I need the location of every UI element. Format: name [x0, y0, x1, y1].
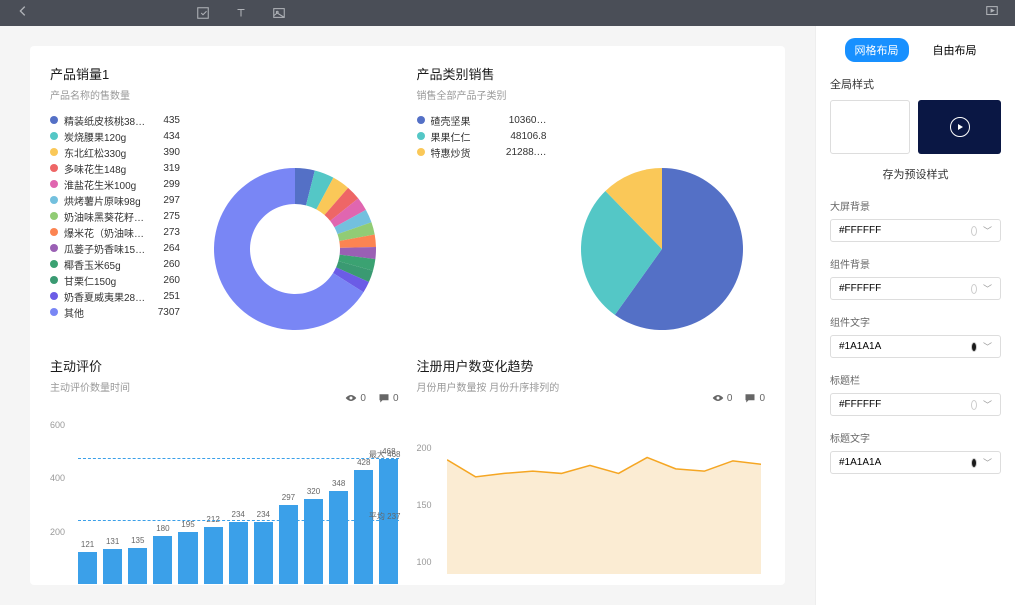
chevron-down-icon: ﹀	[983, 398, 992, 411]
legend-item[interactable]: 椰香玉米65g260	[50, 256, 180, 272]
legend-item[interactable]: 碴壳坚果10360…	[417, 112, 547, 128]
bar[interactable]: 348	[329, 491, 348, 584]
prop-label: 标题文字	[830, 430, 1001, 445]
color-input[interactable]: ﹀	[830, 451, 1001, 474]
save-preset-button[interactable]: 存为预设样式	[830, 166, 1001, 182]
prop-label: 标题栏	[830, 372, 1001, 387]
legend-item[interactable]: 奶油味黑葵花籽…275	[50, 208, 180, 224]
play-icon	[950, 117, 970, 137]
line-chart: 100150200	[417, 404, 766, 584]
image-icon[interactable]	[272, 6, 286, 20]
legend-item[interactable]: 精装纸皮核桃38…435	[50, 112, 180, 128]
legend-item[interactable]: 奶香夏威夷果28…251	[50, 288, 180, 304]
panel-title: 注册用户数变化趋势	[417, 356, 766, 375]
chevron-down-icon: ﹀	[983, 224, 992, 237]
chevron-down-icon: ﹀	[983, 340, 992, 353]
donut-chart	[205, 159, 385, 339]
legend-item[interactable]: 甘栗仁150g260	[50, 272, 180, 288]
legend-item[interactable]: 炭烧腰果120g434	[50, 128, 180, 144]
bar-chart: 2004006001211311351801952122342342973203…	[50, 404, 399, 584]
preview-dark[interactable]	[918, 100, 1001, 154]
color-value[interactable]	[839, 457, 971, 468]
chevron-down-icon: ﹀	[983, 456, 992, 469]
tab-网格布局[interactable]: 网格布局	[845, 38, 909, 62]
bar[interactable]: 320	[304, 499, 323, 584]
preview-icon[interactable]	[985, 5, 999, 22]
color-value[interactable]	[839, 399, 971, 410]
legend-item[interactable]: 其他7307	[50, 304, 180, 320]
dashboard: 产品销量1 产品名称的售数量 精装纸皮核桃38…435炭烧腰果120g434东北…	[30, 46, 785, 585]
bar[interactable]: 135	[128, 548, 147, 584]
legend-item[interactable]: 特惠炒货21288.…	[417, 144, 547, 160]
back-button[interactable]	[16, 4, 96, 23]
prop-label: 大屏背景	[830, 198, 1001, 213]
panel-subtitle: 月份用户数量按 月份升序排列的	[417, 379, 766, 394]
panel-title: 主动评价	[50, 356, 399, 375]
panel-subtitle: 主动评价数量时间	[50, 379, 399, 394]
text-icon[interactable]	[234, 6, 248, 20]
canvas: 产品销量1 产品名称的售数量 精装纸皮核桃38…435炭烧腰果120g434东北…	[0, 26, 815, 605]
legend-item[interactable]: 多味花生148g319	[50, 160, 180, 176]
donut-legend: 精装纸皮核桃38…435炭烧腰果120g434东北红松330g390多味花生14…	[50, 112, 180, 386]
bar[interactable]: 195	[178, 532, 197, 584]
swatch-icon	[971, 458, 977, 468]
export-icon[interactable]	[196, 6, 210, 20]
swatch-icon	[971, 284, 977, 294]
color-input[interactable]: ﹀	[830, 335, 1001, 358]
bar[interactable]: 180	[153, 536, 172, 584]
panel-donut: 产品销量1 产品名称的售数量 精装纸皮核桃38…435炭烧腰果120g434东北…	[50, 64, 399, 338]
legend-item[interactable]: 果果仁仁48106.8	[417, 128, 547, 144]
color-value[interactable]	[839, 225, 971, 236]
color-value[interactable]	[839, 283, 971, 294]
bar[interactable]: 121	[78, 552, 97, 584]
tab-自由布局[interactable]: 自由布局	[923, 38, 987, 62]
panel-subtitle: 产品名称的售数量	[50, 87, 399, 102]
bar[interactable]: 428	[354, 470, 373, 584]
bar[interactable]: 212	[204, 527, 223, 584]
color-input[interactable]: ﹀	[830, 393, 1001, 416]
topbar	[0, 0, 1015, 26]
prop-label: 组件背景	[830, 256, 1001, 271]
swatch-icon	[971, 400, 977, 410]
legend-item[interactable]: 瓜蒌子奶香味15…264	[50, 240, 180, 256]
legend-item[interactable]: 烘烤薯片原味98g297	[50, 192, 180, 208]
preview-light[interactable]	[830, 100, 910, 154]
swatch-icon	[971, 226, 977, 236]
panel-bar: 主动评价 主动评价数量时间 20040060012113113518019521…	[50, 356, 399, 584]
panel-pie: 产品类别销售 销售全部产品子类别 碴壳坚果10360…果果仁仁48106.8特惠…	[417, 64, 766, 338]
bar[interactable]: 234	[254, 522, 273, 584]
panel-title: 产品销量1	[50, 64, 399, 83]
bar[interactable]: 234	[229, 522, 248, 584]
legend-item[interactable]: 淮盐花生米100g299	[50, 176, 180, 192]
color-value[interactable]	[839, 341, 971, 352]
pie-chart	[572, 159, 752, 339]
color-input[interactable]: ﹀	[830, 219, 1001, 242]
legend-item[interactable]: 爆米花（奶油味…273	[50, 224, 180, 240]
prop-label: 组件文字	[830, 314, 1001, 329]
panel-line: 注册用户数变化趋势 月份用户数量按 月份升序排列的 100150200	[417, 356, 766, 584]
sidebar: 网格布局自由布局 全局样式 存为预设样式 大屏背景 ﹀ 组件背景 ﹀ 组件文字 …	[815, 26, 1015, 605]
chevron-down-icon: ﹀	[983, 282, 992, 295]
section-title: 全局样式	[830, 76, 1001, 92]
bar[interactable]: 297	[279, 505, 298, 584]
legend-item[interactable]: 东北红松330g390	[50, 144, 180, 160]
pie-legend: 碴壳坚果10360…果果仁仁48106.8特惠炒货21288.…	[417, 112, 547, 386]
bar[interactable]: 131	[103, 549, 122, 584]
panel-subtitle: 销售全部产品子类别	[417, 87, 766, 102]
layout-tabs: 网格布局自由布局	[830, 38, 1001, 62]
panel-title: 产品类别销售	[417, 64, 766, 83]
swatch-icon	[971, 342, 977, 352]
color-input[interactable]: ﹀	[830, 277, 1001, 300]
